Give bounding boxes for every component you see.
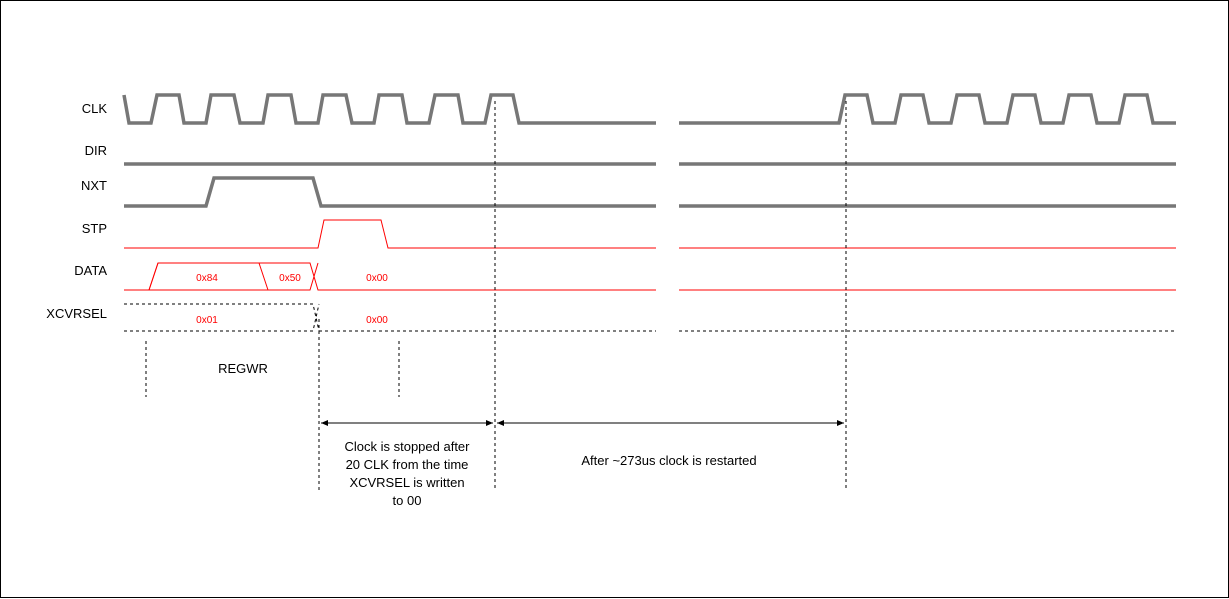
clk-wave-left <box>122 93 656 125</box>
data-bus-left <box>124 262 656 291</box>
stopped-note-line-1: Clock is stopped after <box>344 439 470 454</box>
clk-wave-right <box>679 93 1176 125</box>
data-bus-left-top <box>124 262 159 291</box>
nxt-label: NXT <box>81 178 107 193</box>
nxt-wave-left <box>124 176 656 208</box>
xcvrsel-value-1: 0x01 <box>196 315 218 326</box>
data-value-3: 0x00 <box>366 273 388 284</box>
clk-label: CLK <box>82 101 108 116</box>
stp-label: STP <box>82 221 107 236</box>
data-value-2: 0x50 <box>279 273 301 284</box>
stopped-note-line-3: XCVRSEL is written <box>349 475 464 490</box>
restart-note: After ~273us clock is restarted <box>581 453 756 468</box>
xcvrsel-wave-left <box>124 303 656 332</box>
stopped-note-line-4: to 00 <box>393 493 422 508</box>
regwr-label: REGWR <box>218 361 268 376</box>
data-label: DATA <box>74 263 107 278</box>
stopped-note-line-2: 20 CLK from the time <box>346 457 469 472</box>
dir-label: DIR <box>85 143 107 158</box>
xcvrsel-label: XCVRSEL <box>46 306 107 321</box>
stp-wave-left <box>124 219 656 249</box>
data-value-1: 0x84 <box>196 273 218 284</box>
xcvrsel-value-2: 0x00 <box>366 315 388 326</box>
